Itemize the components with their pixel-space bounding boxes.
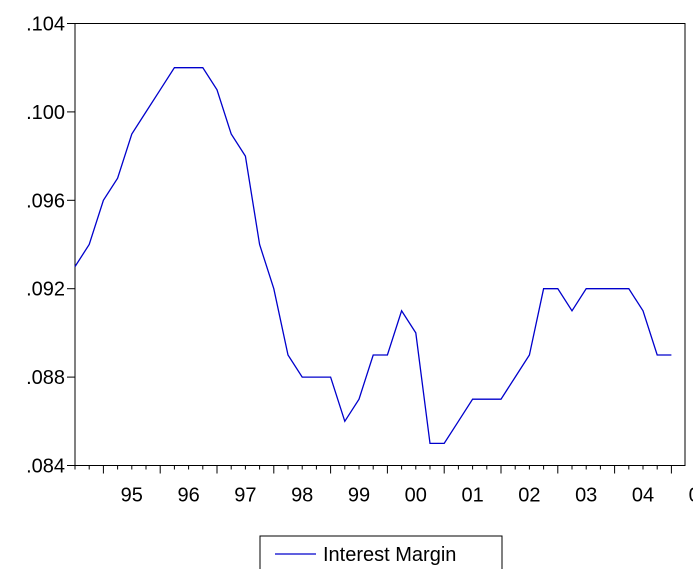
- legend-label-interest-margin: Interest Margin: [323, 544, 456, 566]
- y-tick-label: .104: [26, 14, 65, 36]
- y-tick-label: .088: [26, 367, 65, 389]
- x-tick-label: 99: [348, 485, 370, 507]
- x-tick-label: 03: [575, 485, 597, 507]
- series-line-interest-margin: [74, 67, 672, 445]
- x-tick-label: 96: [177, 485, 199, 507]
- x-tick-label: 02: [518, 485, 540, 507]
- x-tick-label: 04: [632, 485, 654, 507]
- x-tick-label: 05: [689, 485, 693, 507]
- legend-box: [259, 535, 503, 569]
- legend: Interest Margin: [259, 535, 503, 569]
- series-layer: [74, 67, 672, 445]
- x-tick-label: 97: [234, 485, 256, 507]
- y-tick-label: .084: [26, 456, 65, 478]
- x-axis: 95 96 97 98 99 00 01 02 03 04 05: [74, 465, 693, 507]
- x-tick-label: 00: [405, 485, 427, 507]
- x-tick-label: 01: [461, 485, 483, 507]
- x-tick-label: 98: [291, 485, 313, 507]
- x-tick-label: 95: [121, 485, 143, 507]
- y-tick-label: .096: [26, 190, 65, 212]
- y-tick-label: .092: [26, 279, 65, 301]
- y-axis: .084 .088 .092 .096 .100 .104: [26, 14, 75, 478]
- plot-area-border: [74, 23, 686, 466]
- y-tick-label: .100: [26, 102, 65, 124]
